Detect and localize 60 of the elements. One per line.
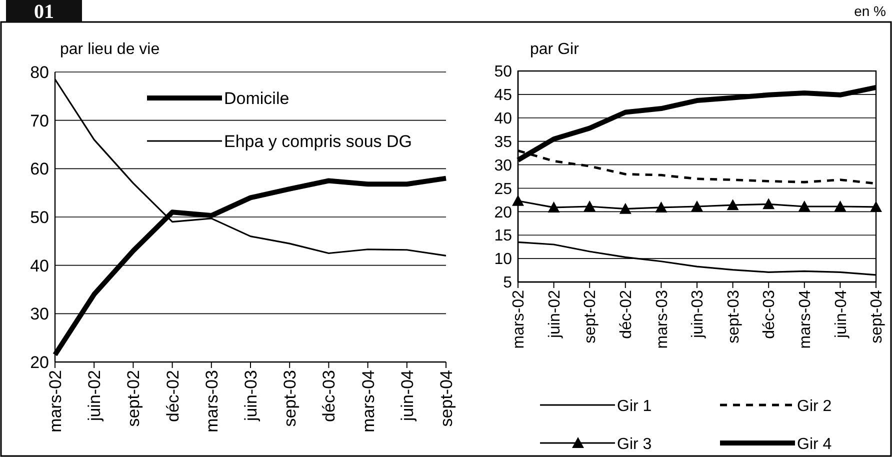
text: 01 <box>34 1 54 23</box>
y-tick-label: 20 <box>494 204 512 222</box>
x-tick-label: juin-02 <box>546 290 564 340</box>
y-tick-label: 60 <box>30 160 49 179</box>
legend-label: Ehpa y compris sous DG <box>224 132 412 151</box>
y-tick-label: 40 <box>30 256 49 276</box>
y-tick-label: 30 <box>494 157 512 174</box>
y-tick-label: 40 <box>494 110 512 128</box>
point <box>870 200 882 212</box>
text: en % <box>854 3 886 19</box>
x-tick-label: sept-04 <box>436 370 456 427</box>
y-tick-label: 45 <box>494 87 512 104</box>
y-tick-label: 35 <box>494 134 512 151</box>
x-tick-label: mars-02 <box>510 290 528 349</box>
x-tick-label: juin-03 <box>241 370 260 422</box>
legend-label: Gir 3 <box>617 436 652 453</box>
point <box>726 199 739 210</box>
x-tick-label: mars-03 <box>654 290 671 349</box>
legend-label: Domicile <box>224 89 290 108</box>
x-tick-label: juin-02 <box>85 370 104 422</box>
x-tick-label: sept-03 <box>725 290 742 344</box>
x-tick-label: juin-03 <box>690 290 707 340</box>
legend-label: Gir 2 <box>797 398 832 415</box>
point <box>834 200 846 212</box>
y-tick-label: 15 <box>494 228 512 245</box>
point <box>798 200 810 212</box>
x-tick-label: sept-03 <box>280 370 300 427</box>
x-tick-label: déc-02 <box>618 290 635 339</box>
x-tick-label: juin-04 <box>398 370 417 422</box>
y-tick-label: 25 <box>494 180 512 198</box>
y-tick-label: 30 <box>30 304 49 324</box>
point <box>584 200 596 212</box>
legend-label: Gir 1 <box>617 398 652 415</box>
x-tick-label: déc-03 <box>320 370 339 422</box>
y-tick-label: 10 <box>494 251 512 268</box>
point <box>691 200 703 212</box>
y-tick-label: 80 <box>30 62 49 82</box>
point <box>512 194 524 206</box>
x-tick-label: sept-04 <box>868 290 886 344</box>
x-tick-label: sept-02 <box>124 370 144 427</box>
y-tick-label: 50 <box>494 64 512 81</box>
chart-title: par Gir <box>530 41 580 58</box>
x-tick-label: déc-03 <box>761 290 778 339</box>
point <box>762 198 775 210</box>
point <box>619 202 632 214</box>
legend-label: Gir 4 <box>797 436 832 453</box>
x-tick-label: sept-02 <box>582 290 600 344</box>
x-tick-label: juin-04 <box>832 290 850 340</box>
y-tick-label: 50 <box>30 208 49 227</box>
point <box>548 201 560 212</box>
x-tick-label: déc-02 <box>163 370 182 422</box>
y-tick-label: 20 <box>30 352 49 372</box>
chart-title: par lieu de vie <box>60 41 160 58</box>
y-tick-label: 70 <box>30 111 49 130</box>
x-tick-label: mars-04 <box>358 370 378 432</box>
x-tick-label: mars-03 <box>202 370 222 432</box>
x-tick-label: mars-04 <box>797 290 814 349</box>
x-tick-label: mars-02 <box>46 370 65 432</box>
point <box>655 201 668 212</box>
y-tick-label: 5 <box>503 274 512 292</box>
